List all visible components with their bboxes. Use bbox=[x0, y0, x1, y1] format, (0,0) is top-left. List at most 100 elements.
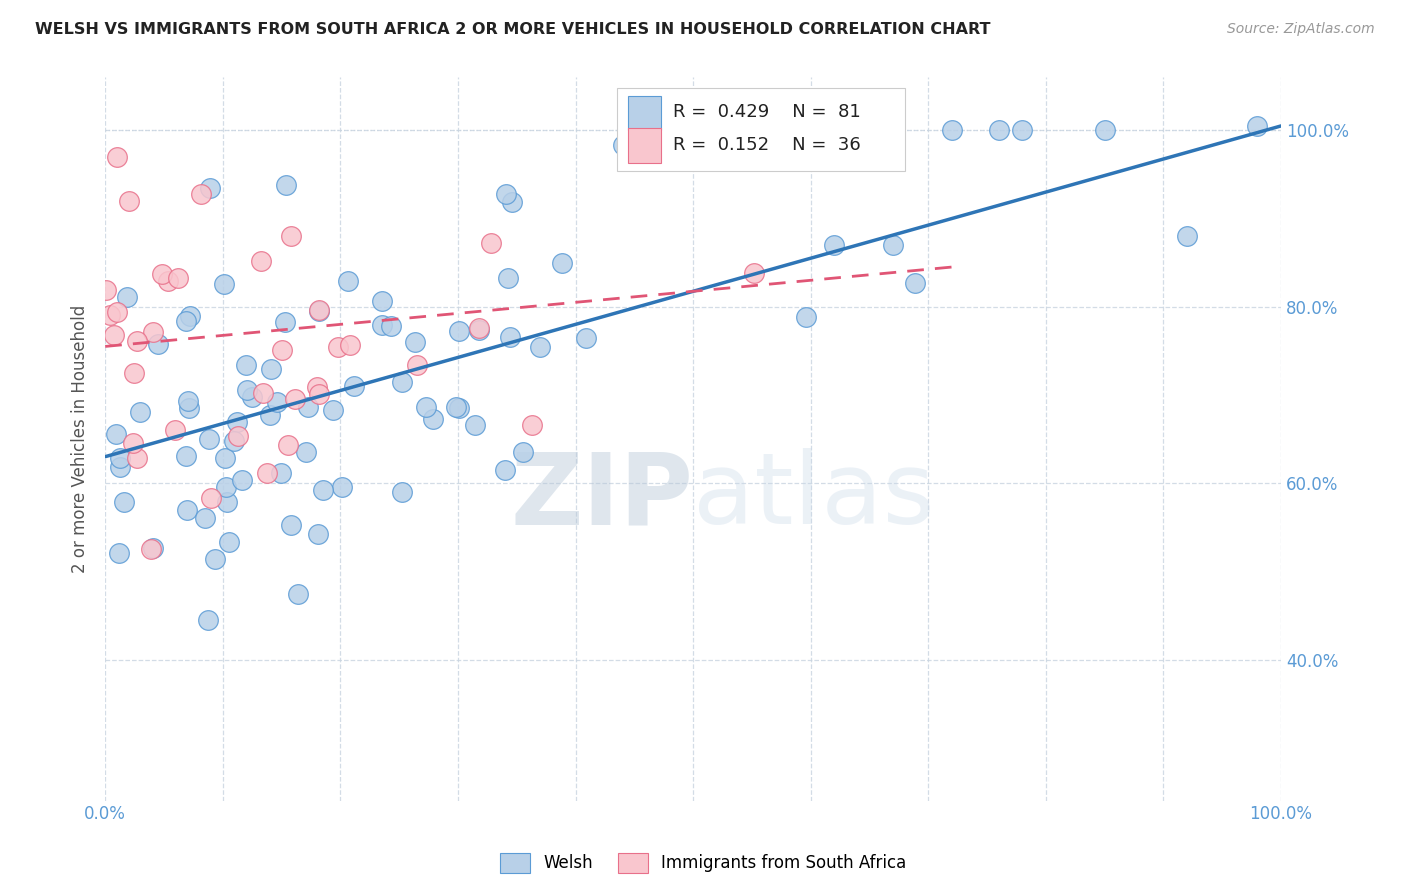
Point bbox=[404, 334, 426, 349]
Point bbox=[297, 400, 319, 414]
Point bbox=[520, 417, 543, 432]
Point bbox=[108, 546, 131, 560]
Point bbox=[422, 412, 444, 426]
Text: atlas: atlas bbox=[693, 449, 935, 545]
Point bbox=[307, 527, 329, 541]
Point bbox=[987, 123, 1010, 137]
Point bbox=[499, 329, 522, 343]
Point bbox=[444, 401, 467, 415]
Point bbox=[501, 194, 523, 209]
Point bbox=[551, 256, 574, 270]
Point bbox=[332, 480, 354, 494]
Legend: Welsh, Immigrants from South Africa: Welsh, Immigrants from South Africa bbox=[494, 847, 912, 880]
Point bbox=[479, 235, 502, 250]
Point bbox=[307, 379, 329, 393]
Point bbox=[277, 438, 299, 452]
Point bbox=[274, 178, 297, 192]
FancyBboxPatch shape bbox=[617, 88, 904, 171]
Text: ZIP: ZIP bbox=[510, 449, 693, 545]
Point bbox=[1094, 123, 1116, 137]
Point bbox=[529, 340, 551, 354]
Point bbox=[391, 375, 413, 389]
Point bbox=[271, 343, 294, 357]
Point bbox=[512, 445, 534, 459]
Point bbox=[823, 238, 845, 252]
Point bbox=[464, 418, 486, 433]
Point bbox=[194, 510, 217, 524]
Point bbox=[287, 587, 309, 601]
Point bbox=[312, 483, 335, 497]
Point bbox=[197, 613, 219, 627]
Point bbox=[127, 450, 149, 465]
Point bbox=[165, 423, 187, 437]
Point bbox=[447, 401, 470, 415]
Point bbox=[215, 479, 238, 493]
Point bbox=[94, 283, 117, 297]
Point bbox=[904, 276, 927, 290]
Point bbox=[98, 309, 121, 323]
Point bbox=[447, 324, 470, 338]
Point bbox=[260, 361, 283, 376]
Point bbox=[343, 379, 366, 393]
Point bbox=[176, 503, 198, 517]
Point bbox=[259, 408, 281, 422]
Point bbox=[212, 277, 235, 292]
Point bbox=[882, 238, 904, 252]
Point bbox=[108, 451, 131, 466]
Point bbox=[494, 462, 516, 476]
Point bbox=[274, 315, 297, 329]
Point bbox=[215, 495, 238, 509]
Point bbox=[179, 309, 201, 323]
Point bbox=[114, 495, 136, 509]
Point bbox=[108, 460, 131, 475]
Point bbox=[198, 432, 221, 446]
Point bbox=[280, 518, 302, 533]
Point bbox=[415, 401, 437, 415]
Point bbox=[468, 320, 491, 334]
Point bbox=[105, 305, 128, 319]
Point bbox=[167, 271, 190, 285]
Point bbox=[941, 123, 963, 137]
Point bbox=[328, 340, 350, 354]
Bar bbox=[628, 95, 661, 130]
Point bbox=[124, 367, 146, 381]
Point bbox=[156, 274, 179, 288]
Text: R =  0.429    N =  81: R = 0.429 N = 81 bbox=[673, 103, 860, 121]
Point bbox=[226, 429, 249, 443]
Point bbox=[308, 387, 330, 401]
Point bbox=[105, 150, 128, 164]
Point bbox=[174, 314, 197, 328]
Point bbox=[794, 310, 817, 325]
Point bbox=[256, 466, 278, 480]
Point bbox=[1246, 119, 1268, 133]
Point bbox=[174, 449, 197, 463]
Point bbox=[118, 194, 141, 208]
Point bbox=[222, 434, 245, 448]
Point bbox=[103, 328, 125, 343]
Point bbox=[150, 267, 173, 281]
Point bbox=[380, 319, 402, 334]
Point bbox=[128, 405, 150, 419]
Point bbox=[612, 137, 634, 152]
Point bbox=[104, 427, 127, 442]
Point bbox=[322, 402, 344, 417]
Point bbox=[339, 338, 361, 352]
Point bbox=[240, 390, 263, 404]
Y-axis label: 2 or more Vehicles in Household: 2 or more Vehicles in Household bbox=[72, 305, 89, 574]
Point bbox=[214, 451, 236, 466]
Point bbox=[270, 466, 292, 480]
Point bbox=[284, 392, 307, 407]
Point bbox=[125, 334, 148, 348]
Point bbox=[308, 303, 330, 318]
Point bbox=[115, 290, 138, 304]
Bar bbox=[628, 128, 661, 162]
Point bbox=[200, 491, 222, 505]
Point bbox=[1011, 123, 1033, 137]
Text: Source: ZipAtlas.com: Source: ZipAtlas.com bbox=[1227, 22, 1375, 37]
Point bbox=[308, 303, 330, 318]
Point bbox=[266, 395, 288, 409]
Point bbox=[142, 325, 165, 339]
Point bbox=[122, 436, 145, 450]
Point bbox=[235, 383, 257, 397]
Point bbox=[142, 541, 165, 555]
